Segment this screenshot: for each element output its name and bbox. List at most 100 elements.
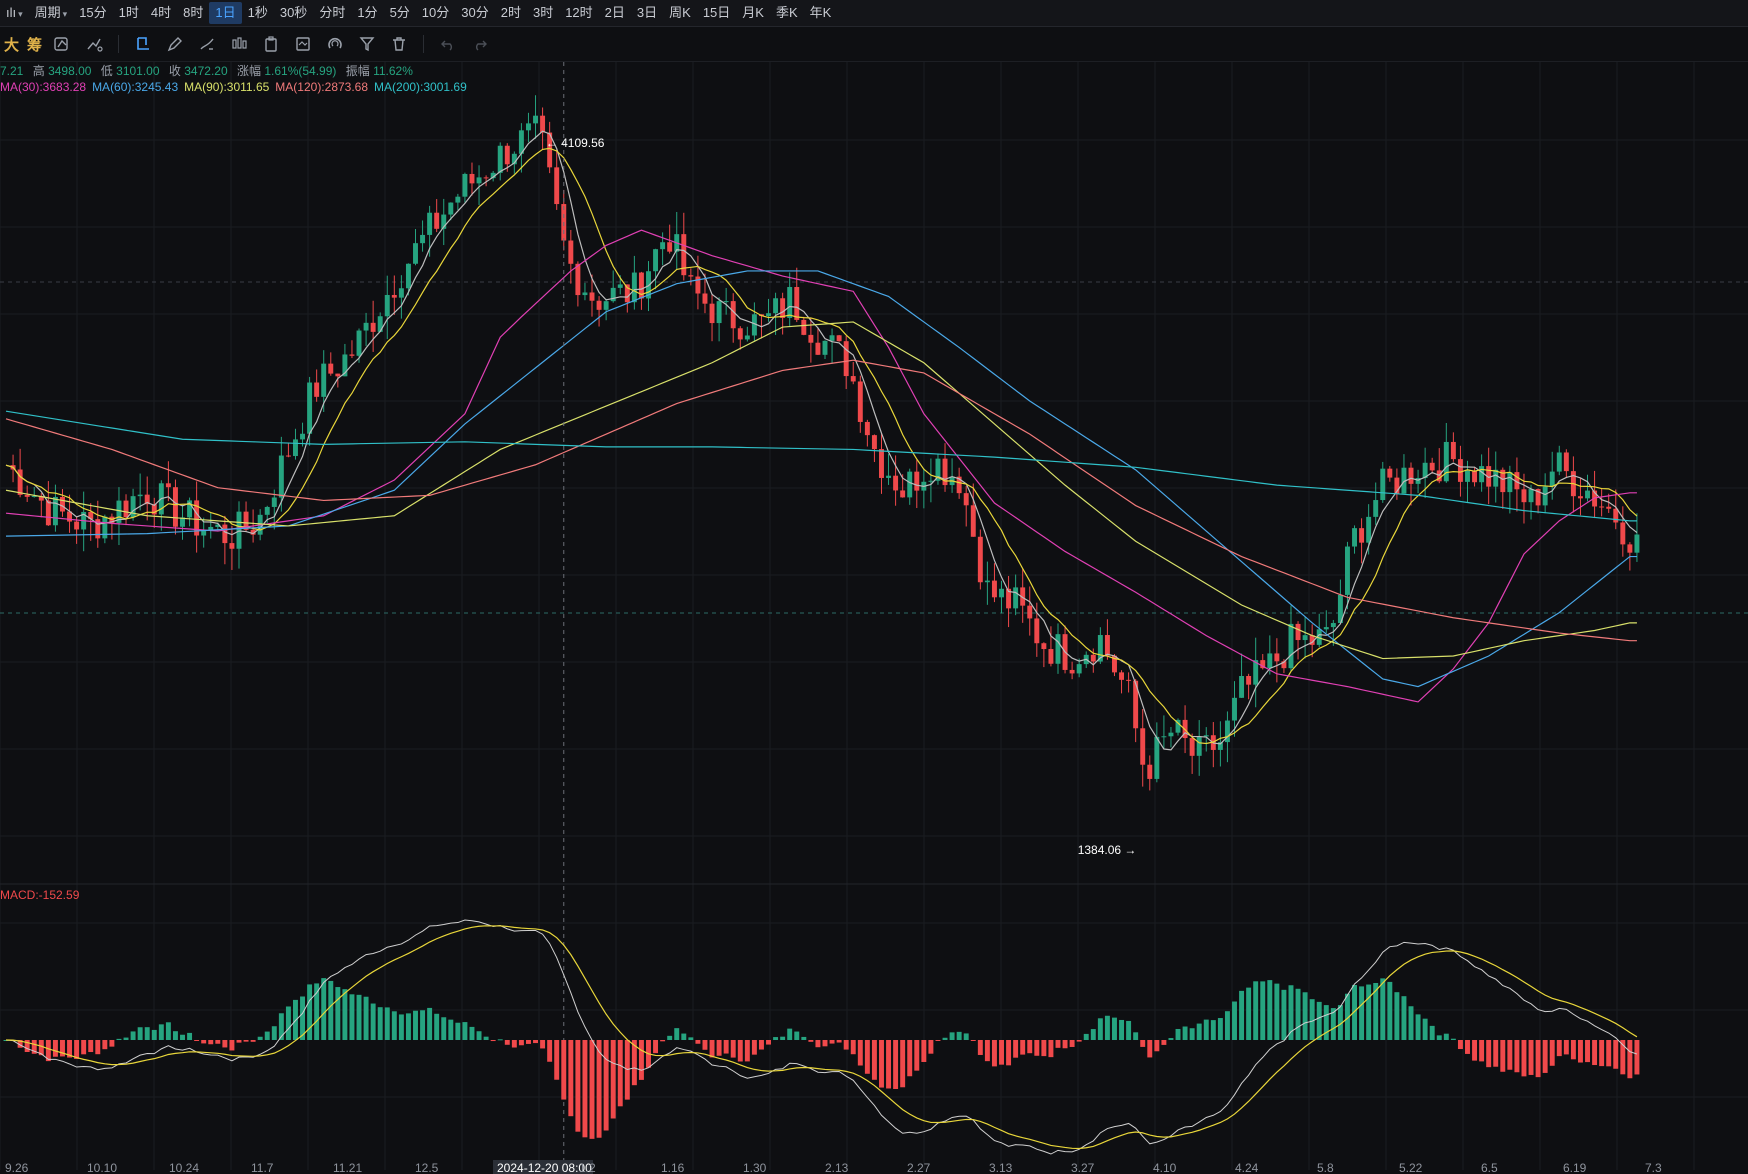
macd-histogram-bar — [328, 980, 334, 1040]
macd-histogram-bar — [617, 1040, 623, 1107]
macd-histogram-bar — [342, 989, 348, 1040]
candle-body — [653, 249, 659, 272]
candle-body — [1013, 587, 1019, 609]
interval-button[interactable]: 1秒 — [247, 5, 268, 20]
crosshair-cursor-icon[interactable] — [130, 31, 156, 57]
interval-button[interactable]: 分时 — [319, 5, 346, 20]
macd-histogram-bar — [165, 1022, 171, 1040]
macd-histogram-bar — [1556, 1040, 1562, 1057]
interval-button[interactable]: 12时 — [565, 5, 593, 20]
candle-body — [123, 500, 129, 518]
large-order-tool[interactable]: 大 — [4, 36, 20, 54]
layout-icon[interactable] — [290, 31, 316, 57]
candle-body — [222, 524, 228, 544]
interval-button[interactable]: 30分 — [461, 5, 489, 20]
trash-icon[interactable] — [386, 31, 412, 57]
crosshair-date-label: 2024-12-20 08:00 — [497, 1161, 592, 1174]
candle-body — [554, 167, 560, 205]
macd-histogram-bar — [836, 1040, 842, 1043]
interval-button[interactable]: 2时 — [500, 5, 521, 20]
candle-body — [857, 381, 863, 422]
macd-histogram-bar — [1309, 999, 1315, 1040]
interval-button[interactable]: 年K — [809, 5, 832, 20]
x-tick-label: 5.8 — [1317, 1161, 1334, 1174]
candle-body — [1542, 486, 1548, 506]
pen-icon[interactable] — [162, 31, 188, 57]
candle-body — [420, 234, 426, 244]
macd-histogram-bar — [1288, 985, 1294, 1040]
macd-histogram-bar — [1337, 1005, 1343, 1040]
interval-button[interactable]: 季K — [775, 5, 798, 20]
candle-body — [1634, 534, 1640, 553]
interval-button[interactable]: 1分 — [357, 5, 378, 20]
interval-button[interactable]: 5分 — [389, 5, 410, 20]
candle-body — [1606, 506, 1612, 509]
chart-type-button[interactable]: ılı ▾ — [0, 2, 29, 24]
x-tick-label: 4.24 — [1235, 1161, 1259, 1174]
candle-style-icon[interactable] — [226, 31, 252, 57]
magnet-icon[interactable] — [322, 31, 348, 57]
macd-histogram-bar — [1352, 984, 1357, 1040]
ma-legend-item: MA(200):3001.69 — [374, 80, 467, 94]
x-tick-label: 2.27 — [907, 1161, 931, 1174]
macd-histogram-bar — [1013, 1040, 1019, 1058]
candle-body — [871, 435, 877, 450]
interval-button[interactable]: 周K — [669, 5, 691, 20]
candle-body — [836, 335, 842, 342]
macd-histogram-bar — [158, 1024, 164, 1040]
candle-body — [356, 330, 362, 356]
interval-button[interactable]: 月K — [742, 5, 764, 20]
macd-histogram-bar — [448, 1019, 454, 1040]
candle-body — [1119, 672, 1125, 680]
macd-histogram-bar — [405, 1013, 411, 1040]
interval-button[interactable]: 4时 — [150, 5, 172, 20]
macd-histogram-bar — [1027, 1040, 1033, 1054]
interval-button[interactable]: 2日 — [604, 5, 625, 20]
candle-body — [744, 335, 750, 340]
interval-button[interactable]: 15日 — [702, 5, 731, 20]
x-tick-label: 12.5 — [415, 1161, 439, 1174]
interval-button[interactable]: 8时 — [183, 5, 204, 20]
candle-body — [1627, 544, 1633, 553]
interval-button[interactable]: 30秒 — [279, 5, 308, 20]
candle-body — [1493, 469, 1499, 487]
interval-button[interactable]: 3时 — [532, 5, 554, 20]
interval-button[interactable]: 3日 — [636, 5, 658, 20]
brush-icon[interactable] — [194, 31, 220, 57]
x-tick-label: 11.7 — [251, 1161, 274, 1174]
candle-body — [67, 511, 73, 522]
compare-icon[interactable] — [49, 31, 75, 57]
candle-body — [17, 469, 23, 495]
interval-button[interactable]: 1时 — [118, 5, 139, 20]
filter-icon[interactable] — [354, 31, 380, 57]
indicator-icon[interactable] — [81, 31, 107, 57]
period-dropdown[interactable]: 周期 ▾ — [29, 2, 74, 24]
macd-histogram-bar — [1450, 1038, 1456, 1040]
candle-body — [737, 328, 743, 340]
interval-button[interactable]: 10分 — [421, 5, 450, 20]
macd-histogram-bar — [243, 1040, 249, 1042]
chevron-down-icon: ▾ — [62, 9, 68, 19]
interval-button[interactable]: 15分 — [79, 5, 107, 20]
candle-body — [589, 292, 595, 301]
macd-histogram-bar — [123, 1037, 129, 1040]
clipboard-icon[interactable] — [258, 31, 284, 57]
x-tick-label: 6.19 — [1563, 1161, 1587, 1174]
candle-body — [1344, 546, 1350, 595]
macd-histogram-bar — [420, 1010, 426, 1040]
chip-distribution-tool[interactable]: 筹 — [27, 36, 43, 54]
undo-icon[interactable] — [435, 31, 461, 57]
redo-icon[interactable] — [467, 31, 493, 57]
macd-histogram-bar — [737, 1040, 743, 1062]
interval-button[interactable]: 1日 — [209, 2, 242, 24]
macd-histogram-bar — [1203, 1019, 1209, 1040]
candle-body — [1472, 470, 1478, 483]
macd-histogram-bar — [45, 1040, 51, 1062]
candle-body — [1500, 469, 1506, 493]
macd-histogram-bar — [610, 1040, 616, 1119]
candle-body — [1422, 462, 1428, 478]
macd-histogram-bar — [829, 1040, 835, 1044]
macd-histogram-bar — [1465, 1040, 1470, 1054]
ma-legend-item: MA(30):3683.28 — [0, 80, 87, 94]
